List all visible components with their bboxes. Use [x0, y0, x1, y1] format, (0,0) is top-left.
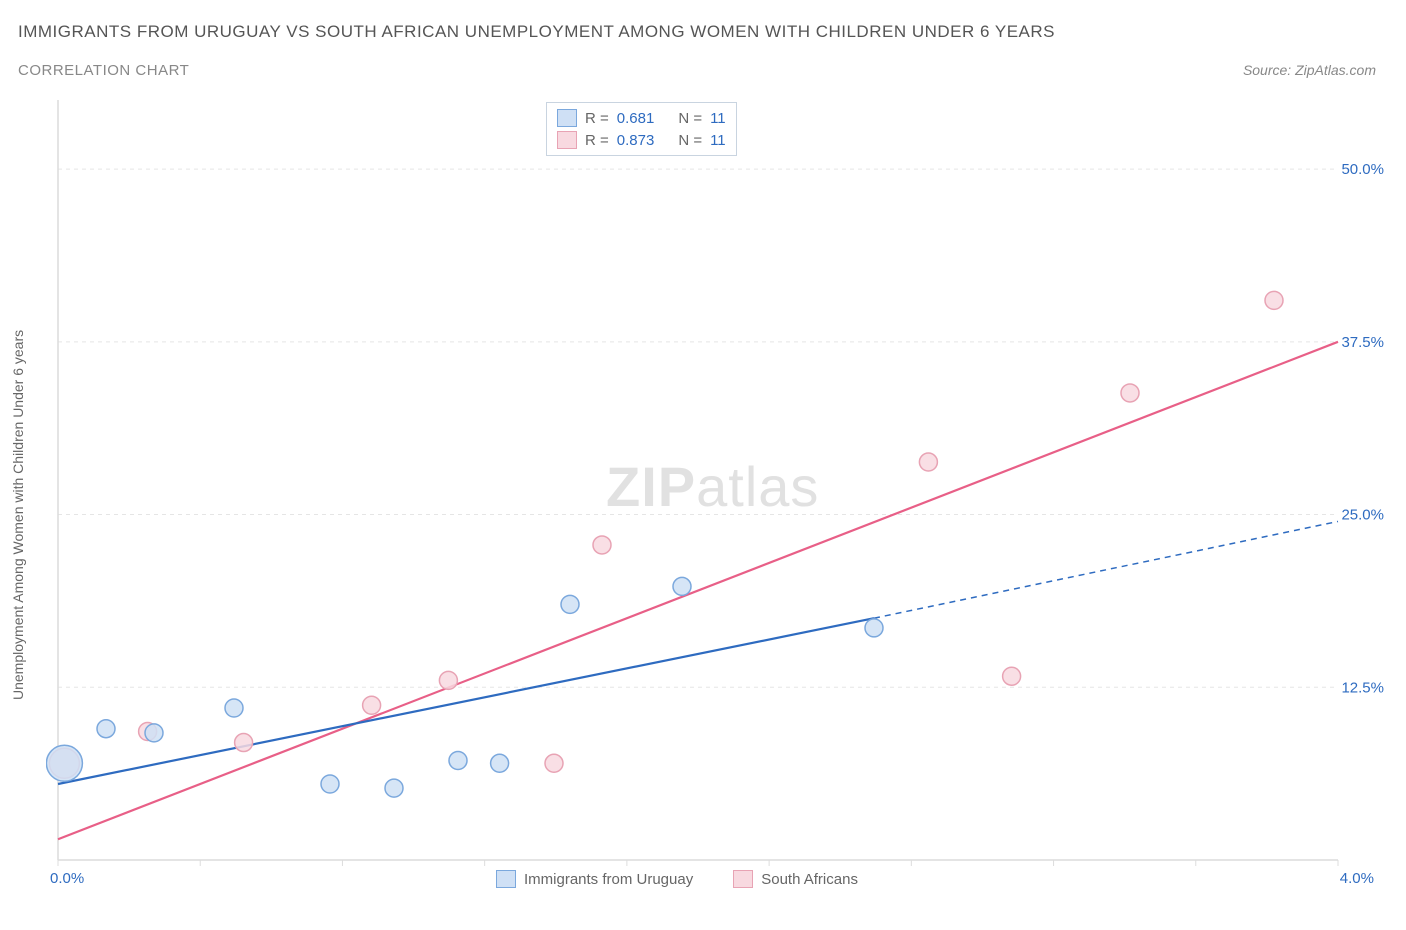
r-label-2: R =: [585, 132, 609, 149]
legend-label-series1: Immigrants from Uruguay: [524, 871, 693, 888]
data-point-series1: [561, 595, 579, 613]
data-point-series2: [1121, 384, 1139, 402]
data-point-series2: [545, 754, 563, 772]
data-point-series2: [235, 734, 253, 752]
data-point-series1: [491, 754, 509, 772]
swatch-series1: [557, 109, 577, 127]
source-label: Source: ZipAtlas.com: [1243, 62, 1376, 78]
y-tick-label: 25.0%: [1341, 507, 1384, 524]
legend-swatch-series1: [496, 870, 516, 888]
data-point-series1: [145, 724, 163, 742]
stats-legend-box: R = 0.681 N = 11 R = 0.873 N = 11: [546, 102, 737, 156]
legend-swatch-series2: [733, 870, 753, 888]
data-point-series2: [593, 536, 611, 554]
data-point-series2: [363, 696, 381, 714]
y-tick-label: 37.5%: [1341, 334, 1384, 351]
data-point-series2: [1003, 667, 1021, 685]
n-value-2: 11: [710, 132, 726, 149]
y-tick-label: 12.5%: [1341, 679, 1384, 696]
data-point-series1: [865, 619, 883, 637]
legend-bottom: Immigrants from Uruguay South Africans: [496, 870, 858, 888]
n-value-1: 11: [710, 110, 726, 127]
data-point-series2: [439, 671, 457, 689]
swatch-series2: [557, 131, 577, 149]
x-axis-min-label: 0.0%: [50, 870, 84, 887]
r-value-1: 0.681: [617, 110, 655, 127]
data-point-series2: [919, 453, 937, 471]
chart-subtitle: CORRELATION CHART: [18, 62, 189, 79]
chart-title: IMMIGRANTS FROM URUGUAY VS SOUTH AFRICAN…: [18, 22, 1055, 42]
data-point-series1: [449, 752, 467, 770]
data-point-series1: [385, 779, 403, 797]
trend-line-series2: [58, 342, 1338, 839]
data-point-series1: [673, 577, 691, 595]
x-axis-max-label: 4.0%: [1340, 870, 1374, 887]
data-point-series1: [97, 720, 115, 738]
y-tick-label: 50.0%: [1341, 161, 1384, 178]
data-point-series2: [1265, 291, 1283, 309]
data-point-series1: [321, 775, 339, 793]
chart-area: 12.5%25.0%37.5%50.0% ZIPatlas R = 0.681 …: [46, 94, 1384, 892]
scatter-chart: 12.5% 25.0% 37.5% 50.0%: [46, 94, 1384, 892]
legend-item-series2: South Africans: [733, 870, 858, 888]
n-label-2: N =: [678, 132, 702, 149]
r-label-1: R =: [585, 110, 609, 127]
legend-label-series2: South Africans: [761, 871, 858, 888]
stats-row-series1: R = 0.681 N = 11: [557, 107, 726, 129]
n-label-1: N =: [678, 110, 702, 127]
data-point-series1: [225, 699, 243, 717]
trend-line-series1-dashed: [874, 521, 1338, 618]
r-value-2: 0.873: [617, 132, 655, 149]
y-axis-label: Unemployment Among Women with Children U…: [10, 330, 26, 700]
legend-item-series1: Immigrants from Uruguay: [496, 870, 693, 888]
stats-row-series2: R = 0.873 N = 11: [557, 129, 726, 151]
data-point-series1: [46, 745, 82, 781]
